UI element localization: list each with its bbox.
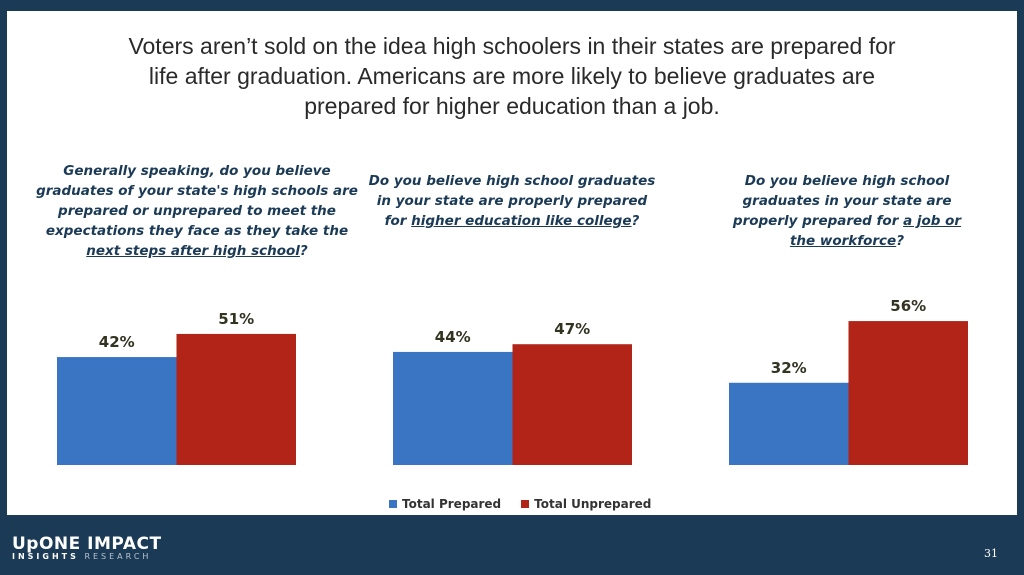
legend-swatch-prepared [389,500,397,508]
data-label: 32% [771,359,807,377]
bar-prepared [57,357,177,465]
legend-prepared: Total Prepared [389,497,501,511]
logo-line-1: UpONE IMPACT [12,534,162,554]
data-label: 42% [99,333,135,351]
question-emphasis: higher education like college [411,213,632,229]
question-end: ? [896,233,905,249]
question-text: Generally speaking, do you believe gradu… [36,163,358,239]
logo-insights: INSIGHTS [12,552,79,561]
legend-label: Total Unprepared [534,497,652,511]
question-3: Do you believe high school graduates in … [727,171,967,251]
question-emphasis: a job or the workforce [789,213,962,249]
question-end: ? [631,213,640,229]
legend-swatch-unprepared [521,500,530,508]
question-1: Generally speaking, do you believe gradu… [32,161,362,261]
bar-prepared [393,351,513,465]
page-number: 31 [984,547,998,560]
data-label: 56% [890,297,926,315]
question-emphasis: next steps after high school [86,243,300,259]
logo-research: RESEARCH [84,552,152,561]
slide-title: Voters aren’t sold on the idea high scho… [128,33,896,119]
question-end: ? [299,243,308,259]
logo: UpONE IMPACT INSIGHTS RESEARCH [12,534,162,561]
bar-unprepared [176,333,296,465]
logo-line-2: INSIGHTS RESEARCH [12,552,162,561]
question-text: Do you believe high school graduates in … [368,173,656,229]
question-text: Do you believe high school graduates in … [732,173,952,229]
bar-prepared [729,382,849,465]
data-label: 51% [218,310,254,328]
bar-unprepared [512,344,632,465]
bar-unprepared [848,321,968,465]
data-label: 44% [435,328,471,346]
question-2: Do you believe high school graduates in … [347,171,677,231]
data-label: 47% [554,320,590,338]
legend: Total Prepared Total Unprepared [389,497,651,511]
legend-label: Total Prepared [402,497,502,511]
legend-unprepared: Total Unprepared [521,497,651,511]
